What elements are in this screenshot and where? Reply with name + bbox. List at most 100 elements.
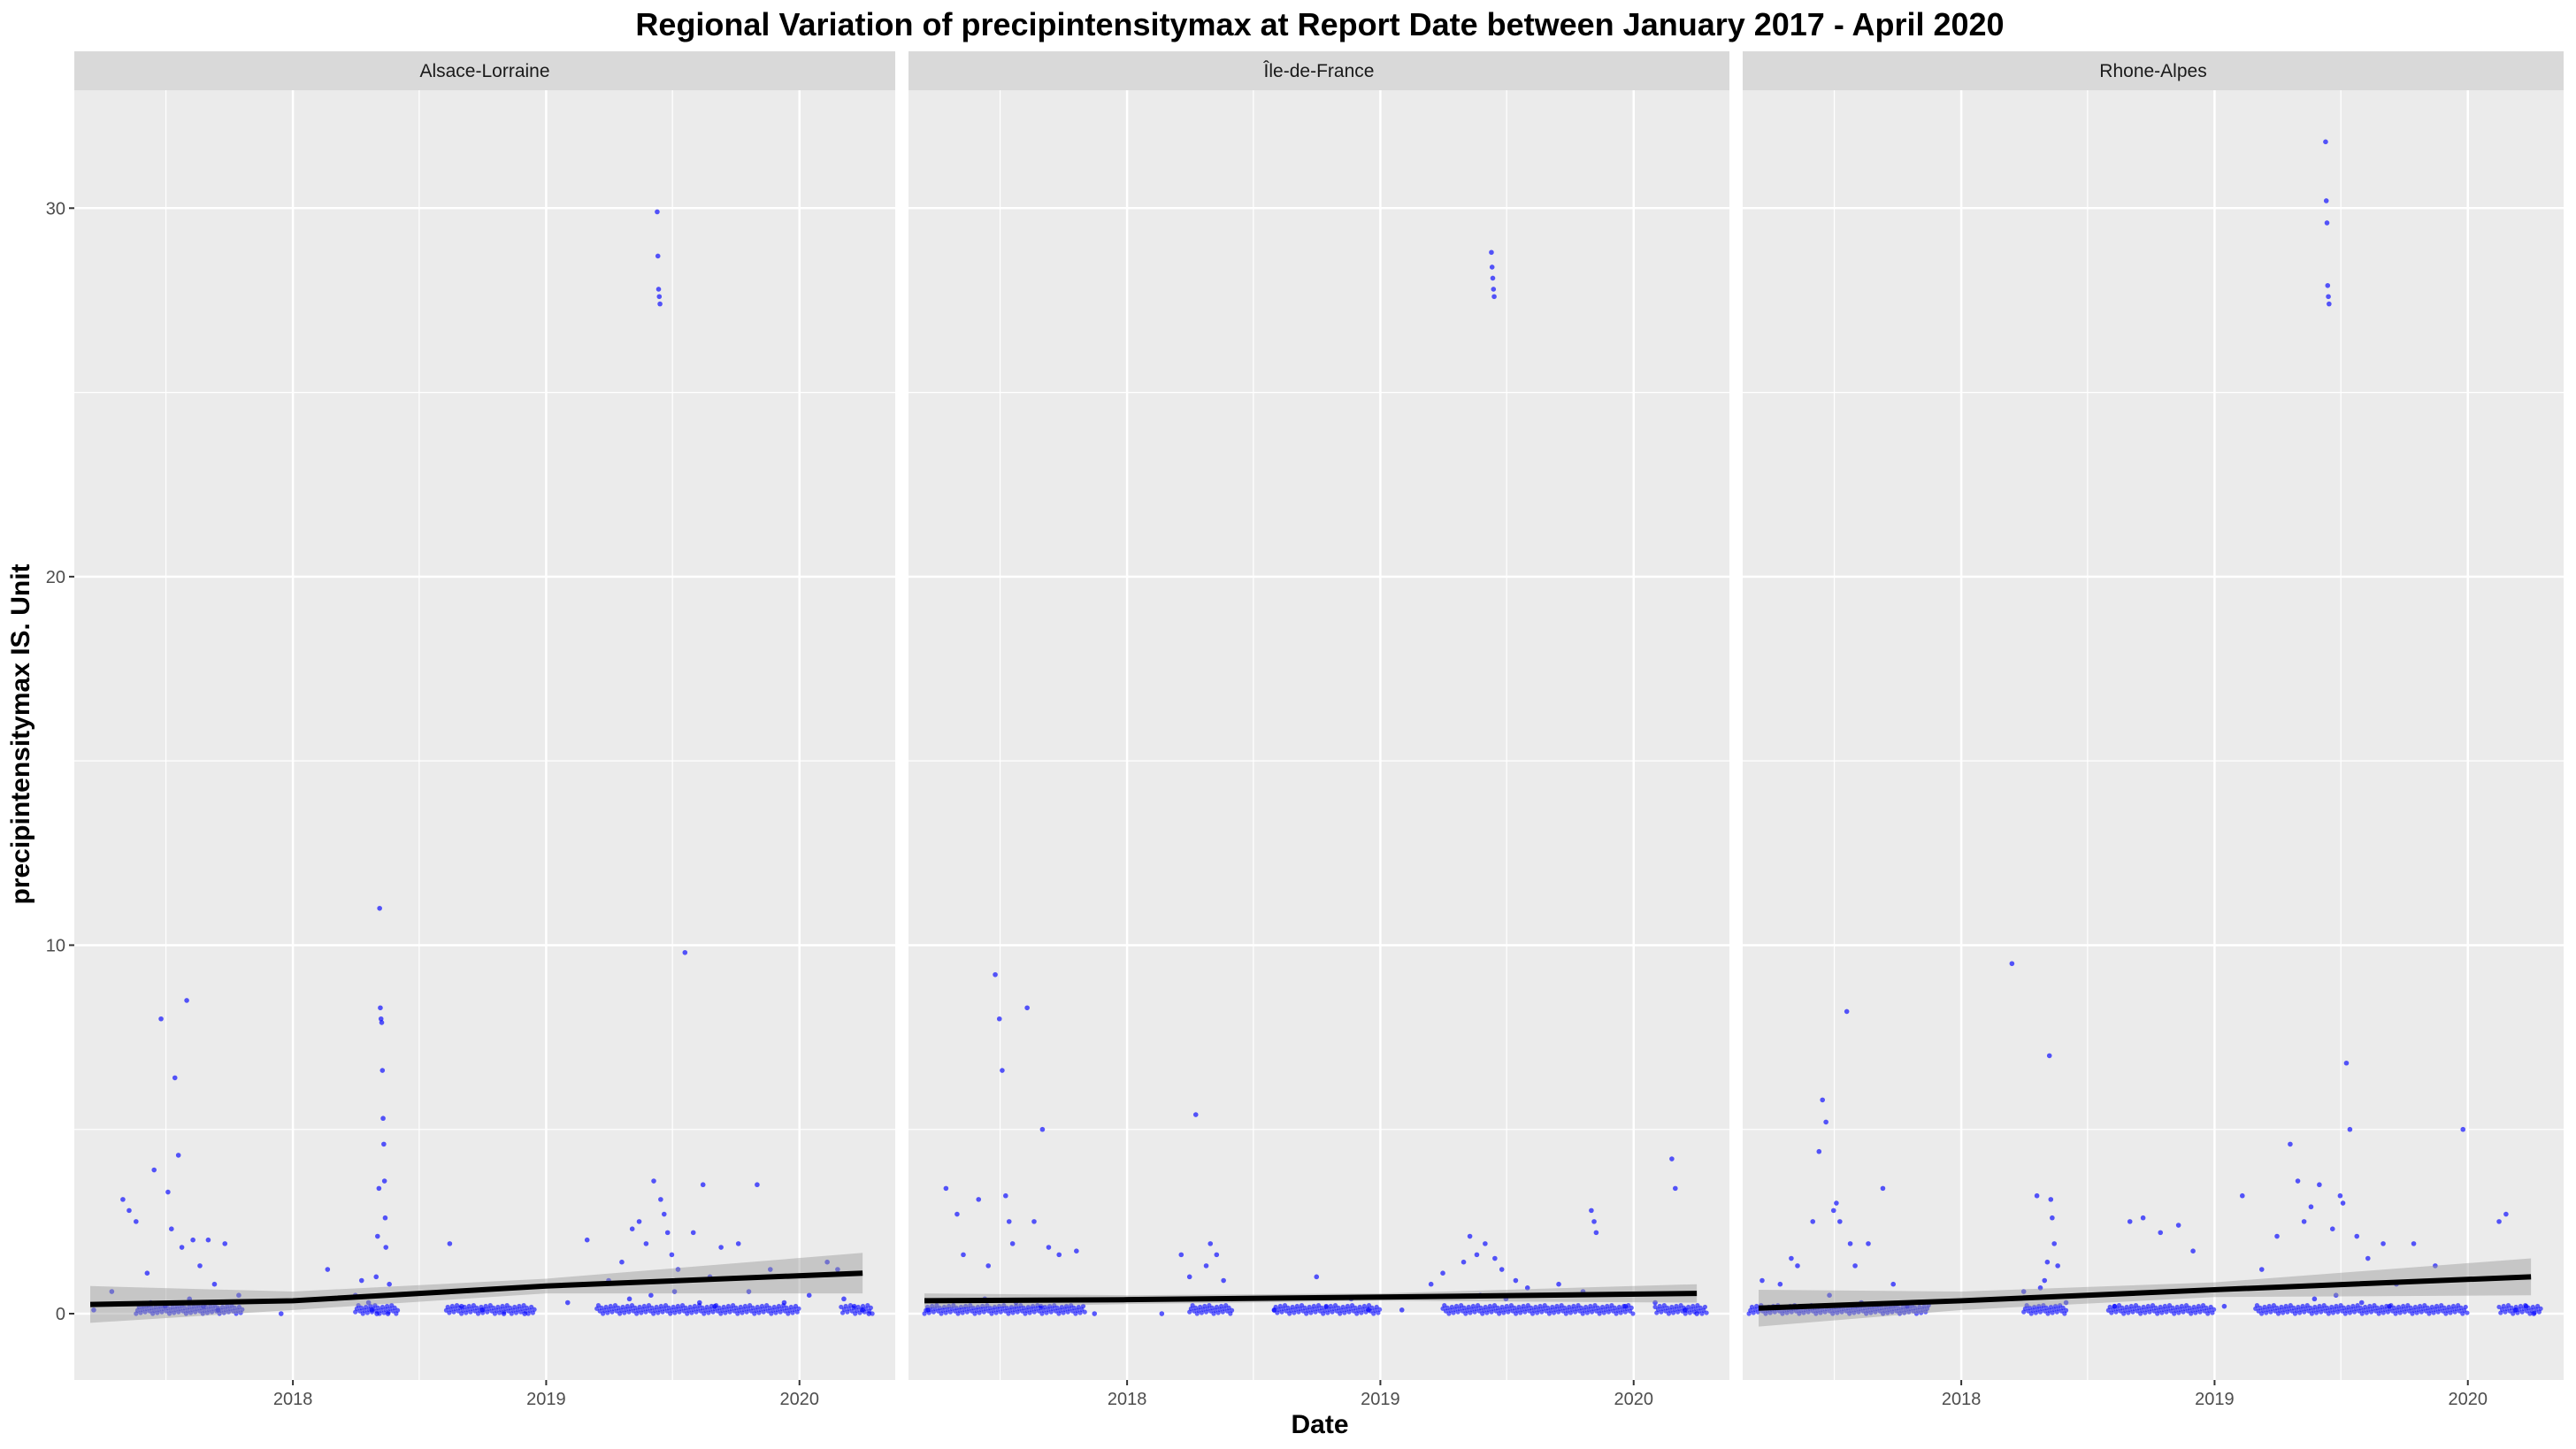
data-point: [1880, 1185, 1886, 1192]
data-point: [2063, 1300, 2069, 1306]
data-point: [2334, 1303, 2339, 1309]
data-point: [2187, 1305, 2192, 1310]
data-point: [172, 1075, 178, 1081]
data-point: [2262, 1304, 2267, 1310]
data-point: [1478, 1305, 1484, 1310]
data-point: [742, 1303, 748, 1309]
data-point: [1760, 1277, 1765, 1284]
data-point: [608, 1303, 613, 1309]
data-point: [2174, 1304, 2180, 1310]
data-point: [584, 1237, 590, 1243]
data-point: [2037, 1285, 2043, 1291]
data-point: [208, 1303, 213, 1309]
data-point: [1508, 1302, 1514, 1308]
data-point: [1629, 1305, 1634, 1310]
data-point: [2365, 1255, 2371, 1261]
data-point: [1218, 1303, 1224, 1309]
data-point: [1198, 1304, 1203, 1310]
data-point: [1006, 1219, 1012, 1224]
data-point: [2327, 301, 2332, 307]
data-point: [2158, 1304, 2163, 1310]
data-point: [1489, 249, 1494, 256]
data-point: [2411, 1241, 2417, 1246]
data-point: [236, 1304, 242, 1310]
data-point: [655, 209, 660, 215]
data-point: [1271, 1307, 1277, 1313]
data-point: [700, 1182, 706, 1188]
data-point: [619, 1259, 625, 1265]
data-point: [91, 1307, 96, 1313]
data-point: [1059, 1304, 1064, 1310]
data-point: [1588, 1303, 1593, 1309]
data-point: [175, 1153, 181, 1158]
data-point: [474, 1305, 479, 1310]
data-point: [2501, 1303, 2506, 1309]
data-point: [1311, 1303, 1316, 1309]
data-point: [368, 1303, 373, 1309]
data-point: [655, 253, 661, 259]
data-point: [1277, 1303, 1283, 1309]
data-point: [225, 1303, 230, 1309]
data-point: [2338, 1302, 2343, 1308]
data-point: [2337, 1192, 2343, 1199]
data-point: [1704, 1310, 1709, 1315]
data-point: [2145, 1303, 2150, 1309]
data-point: [2433, 1263, 2438, 1269]
data-point: [1461, 1305, 1467, 1310]
data-point: [1495, 1305, 1500, 1310]
data-point: [2020, 1289, 2027, 1294]
data-point: [767, 1305, 772, 1310]
data-point: [958, 1304, 964, 1310]
data-point: [1080, 1303, 1086, 1309]
data-point: [824, 1259, 830, 1265]
data-point: [2401, 1303, 2406, 1309]
data-point: [1445, 1305, 1450, 1310]
data-point: [2153, 1305, 2158, 1310]
data-point: [1749, 1304, 1755, 1310]
data-point: [466, 1303, 472, 1309]
data-point: [866, 1311, 871, 1316]
data-point: [1013, 1303, 1019, 1309]
data-point: [1069, 1302, 1074, 1308]
data-point: [651, 1178, 656, 1184]
data-point: [2325, 1305, 2330, 1310]
data-point: [1816, 1148, 1822, 1154]
data-point: [1616, 1304, 1622, 1310]
data-point: [1489, 264, 1495, 270]
data-point: [1513, 1277, 1519, 1284]
data-point: [2221, 1303, 2227, 1309]
data-point: [1525, 1302, 1530, 1308]
data-point: [1595, 1305, 1601, 1310]
data-point: [2317, 1303, 2322, 1309]
data-point: [389, 1302, 395, 1308]
data-point: [679, 1302, 686, 1308]
data-point: [2463, 1304, 2468, 1310]
data-point: [1063, 1303, 1070, 1309]
data-point: [843, 1303, 848, 1309]
data-point: [378, 1016, 384, 1022]
data-point: [1209, 1305, 1215, 1310]
data-point: [2258, 1305, 2263, 1310]
data-point: [2190, 1248, 2196, 1254]
data-point: [2503, 1211, 2509, 1217]
data-point: [629, 1226, 635, 1232]
data-point: [2425, 1305, 2430, 1310]
data-point: [851, 1303, 857, 1309]
data-point: [376, 1185, 382, 1192]
data-point: [149, 1305, 154, 1310]
data-point: [325, 1267, 331, 1272]
data-point: [2179, 1303, 2184, 1309]
data-point: [1369, 1305, 1375, 1310]
data-point: [1834, 1200, 1839, 1206]
data-point: [629, 1302, 635, 1308]
data-point: [2291, 1305, 2296, 1310]
data-point: [1192, 1112, 1199, 1117]
data-point: [595, 1302, 602, 1308]
data-point: [1487, 1303, 1492, 1309]
data-point: [1052, 1302, 1057, 1308]
data-point: [692, 1303, 697, 1309]
data-point: [278, 1311, 284, 1316]
data-point: [2295, 1178, 2301, 1184]
